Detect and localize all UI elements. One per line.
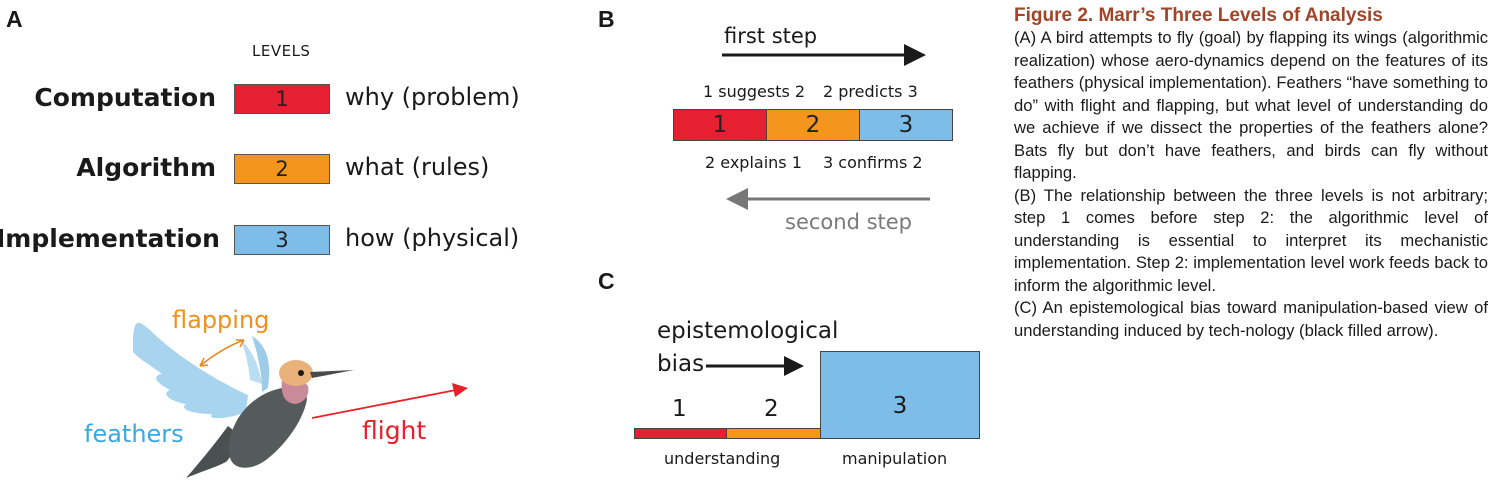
bias-label-line2: bias xyxy=(657,351,705,377)
segment-1: 1 xyxy=(673,109,767,141)
flight-arrow xyxy=(311,389,457,419)
level-name-algorithm: Algorithm xyxy=(76,153,216,182)
tail-shape xyxy=(186,426,238,478)
level-box-3: 3 xyxy=(234,225,330,255)
level-name-computation: Computation xyxy=(34,83,216,112)
label-3-confirms-2: 3 confirms 2 xyxy=(823,153,923,172)
panel-a-letter: A xyxy=(6,6,23,32)
second-step-label: second step xyxy=(785,210,912,234)
understanding-bar-1 xyxy=(634,428,727,439)
head-shape xyxy=(279,360,313,386)
level-desc-computation: why (problem) xyxy=(345,83,520,111)
caption-paragraph-c: (C) An epistemological bias toward manip… xyxy=(1014,298,1488,340)
levels-header: LEVELS xyxy=(252,42,311,60)
level-box-1: 1 xyxy=(234,84,330,114)
back-wing-shape xyxy=(132,322,248,419)
level-desc-implementation: how (physical) xyxy=(345,224,520,252)
body-shape xyxy=(228,385,307,468)
label-2-explains-1: 2 explains 1 xyxy=(705,153,802,172)
panel-b-letter: B xyxy=(598,6,615,32)
panel-c-letter: C xyxy=(598,268,615,294)
caption-title: Figure 2. Marr’s Three Levels of Analysi… xyxy=(1014,5,1383,26)
step-arrows xyxy=(722,44,930,210)
manipulation-box: 3 xyxy=(820,351,980,439)
understanding-label: understanding xyxy=(664,449,781,468)
hummingbird-illustration xyxy=(132,322,468,478)
level-desc-algorithm: what (rules) xyxy=(345,153,490,181)
understanding-bar-2 xyxy=(726,428,821,439)
caption-paragraph-b: (B) The relationship between the three l… xyxy=(1014,185,1488,295)
first-step-label: first step xyxy=(724,24,818,48)
label-2-predicts-3: 2 predicts 3 xyxy=(823,82,918,101)
level-box-2: 2 xyxy=(234,154,330,184)
manipulation-label: manipulation xyxy=(842,449,948,468)
bias-arrow xyxy=(706,356,804,376)
label-1-suggests-2: 1 suggests 2 xyxy=(703,82,806,101)
bias-label-line1: epistemological xyxy=(657,318,839,344)
caption-paragraph-a: (A) A bird attempts to fly (goal) by fla… xyxy=(1014,28,1488,182)
figure-caption: Figure 2. Marr’s Three Levels of Analysi… xyxy=(1014,5,1488,342)
c-number-2: 2 xyxy=(764,396,779,422)
segment-3: 3 xyxy=(859,109,953,141)
segment-2: 2 xyxy=(766,109,860,141)
flapping-label: flapping xyxy=(172,306,270,334)
feathers-label: feathers xyxy=(84,420,184,448)
c-number-1: 1 xyxy=(672,396,687,422)
flight-label: flight xyxy=(362,416,427,445)
beak-shape xyxy=(310,370,354,378)
level-name-implementation: Implementation xyxy=(0,224,220,253)
eye-shape xyxy=(298,370,304,376)
front-wing-shape xyxy=(252,336,270,392)
